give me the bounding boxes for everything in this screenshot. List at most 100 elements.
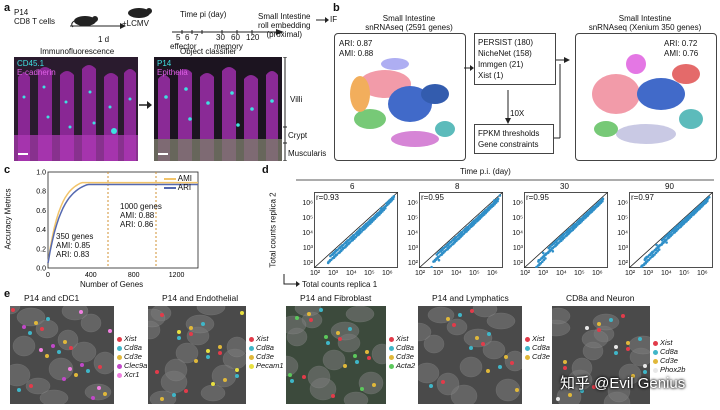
b-left-ami: AMI: 0.88 (339, 49, 374, 58)
e-gene-dot (249, 354, 254, 360)
legend-cd45: CD45.1 (17, 59, 45, 68)
b-right-ami: AMI: 0.76 (664, 49, 699, 58)
tp-60: 60 (231, 33, 240, 42)
umap-left: ARI: 0.87 AMI: 0.88 (334, 33, 466, 161)
d-title-line (296, 179, 714, 181)
si-line3: (proximal) (266, 30, 303, 39)
b-right-title2: snRNAseq (Xenium 350 genes) (588, 23, 702, 32)
region-bracket (283, 57, 287, 161)
d-scatter-3 (629, 192, 713, 268)
e-gene-row: Xcr1 (117, 370, 147, 379)
ann-1000-1: 1000 genes (120, 202, 162, 211)
e-gene-name: Cd8a (256, 343, 274, 352)
e-gene-dot (389, 354, 394, 360)
d-xtick: 10⁴ (661, 270, 672, 277)
d-day-1: 8 (455, 182, 460, 191)
e-gene-row: Cd8a (653, 347, 685, 356)
b-left-title1: Small Intestine (382, 14, 436, 23)
if-arrow (316, 17, 329, 23)
tp-5: 5 (176, 33, 181, 42)
e-gene-name: Cd8a (124, 343, 142, 352)
ann-350-1: 350 genes (56, 232, 94, 241)
panel-e-label: e (4, 288, 11, 300)
d-time-title: Time p.i. (day) (460, 167, 511, 176)
c-xtick: 400 (85, 272, 97, 279)
d-ytick: 10⁶ (512, 200, 523, 207)
e-gene-name: Cd3e (532, 352, 550, 361)
e-gene-row: Cd3e (249, 352, 284, 361)
legend-ecad: E-cadherin (17, 68, 56, 77)
d-xtick: 10⁴ (346, 270, 357, 277)
e-panel-title-3: P14 and Lymphatics (432, 293, 509, 303)
e-gene-name: Phox2b (660, 365, 686, 374)
c-xticks: 0 400 800 1200 (46, 272, 184, 279)
e-tissue-image-3 (418, 306, 522, 404)
tp-7: 7 (194, 33, 199, 42)
filter-box: FPKM thresholds Gene constraints (474, 124, 554, 154)
e-gene-row: Cd8a (117, 343, 147, 352)
e-gene-dot (653, 358, 658, 364)
e-panel-title-0: P14 and cDC1 (24, 293, 80, 303)
e-gene-row: Cd3e (525, 352, 550, 361)
e-gene-name: Pecam1 (256, 361, 284, 370)
d-scatter-0 (314, 192, 398, 268)
d-r-value-1: r=0.95 (421, 193, 444, 202)
e-tissue-image-2 (286, 306, 386, 404)
e-gene-name: Cd3e (124, 352, 142, 361)
d-ytick: 10² (512, 260, 523, 267)
c-yticks: 0.0 0.2 0.4 0.6 0.8 1.0 (36, 170, 46, 273)
umap-right: ARI: 0.72 AMI: 0.76 (575, 33, 717, 161)
d-xtick: 10³ (328, 270, 339, 277)
immgen-label: Immgen (21) (478, 60, 524, 69)
e-gene-name: Clec9a (124, 361, 148, 370)
e-gene-name: Cd8a (396, 343, 414, 352)
e-gene-dot (525, 345, 530, 351)
d-xtick: 10⁵ (574, 270, 585, 277)
panel-b-label: b (333, 2, 340, 14)
d-xtick: 10⁶ (592, 270, 603, 277)
e-gene-row: Xist (653, 338, 685, 347)
c-ari-label: ARI (177, 183, 192, 192)
e-gene-name: Xist (660, 338, 673, 347)
c-ytick: 0.8 (36, 189, 46, 196)
panel-a-label: a (4, 2, 11, 14)
e-gene-dot (249, 345, 254, 351)
c-axes-frame (47, 171, 199, 269)
d-ytick: 10⁶ (617, 200, 628, 207)
ann-1000: 1000 genes AMI: 0.88 ARI: 0.86 (120, 202, 162, 229)
e-gene-name: Cd8a (532, 343, 550, 352)
d-yticks-3: 10² 10³ 10⁴ 10⁵ 10⁶ (614, 192, 628, 268)
panel-d-label: d (262, 164, 269, 176)
e-gene-row: Cd3e (653, 356, 685, 365)
mouse-icon-2 (128, 8, 152, 18)
c-legend-ami: AMI (164, 175, 192, 183)
oc-title: Object classifier (180, 47, 237, 56)
panel-c-label: c (4, 164, 11, 176)
day-label: 1 d (98, 35, 110, 44)
d-ytick: 10⁴ (302, 230, 313, 237)
classifier-arrow (139, 101, 152, 109)
b-arrows (464, 57, 570, 139)
legend-p14: P14 (157, 59, 172, 68)
gene-sources-box: PERSIST (180) NicheNet (158) Immgen (21)… (474, 33, 556, 85)
e-gene-dot (653, 367, 658, 373)
crypt-label: Crypt (288, 131, 308, 140)
e-gene-dot (117, 372, 122, 378)
d-ytick: 10⁵ (512, 215, 523, 222)
mouse-icon (71, 16, 98, 28)
c-ami-label: AMI (177, 174, 193, 183)
tenx-label: 10X (510, 109, 525, 118)
tp-30: 30 (216, 33, 225, 42)
d-xlabel: Total counts replica 1 (302, 280, 378, 289)
e-gene-dot (249, 336, 254, 342)
if-image-svg (14, 57, 138, 161)
d-ytick: 10⁶ (302, 200, 313, 207)
e-gene-row: Cd3e (117, 352, 147, 361)
c-ami-curve (47, 181, 198, 264)
if-label: IF (330, 15, 338, 24)
timeline-arrows (70, 23, 284, 35)
cells-line1: P14 (14, 8, 29, 17)
muscularis-label: Muscularis (288, 149, 327, 158)
d-ytick: 10² (407, 260, 418, 267)
c-legend-ari: ARI (164, 184, 191, 192)
